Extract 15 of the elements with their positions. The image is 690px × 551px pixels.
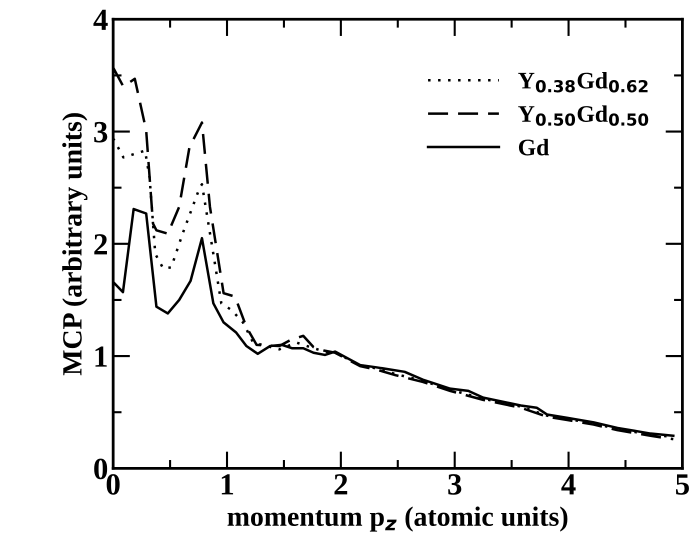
y-tick-label: 4	[93, 10, 108, 30]
y-tick-label: 2	[94, 234, 107, 254]
x-tick-label: 1	[222, 474, 234, 494]
x-tick-label: 5	[676, 474, 689, 495]
legend-label: Y$_{0.38}$Gd$_{0.62}$	[518, 72, 648, 92]
x-tick-label: 2	[334, 474, 348, 494]
legend-label: Gd	[518, 138, 550, 156]
x-tick-label: 3	[448, 474, 462, 495]
y-tick-label: 0	[94, 458, 108, 480]
y-axis-title: MCP (arbitrary units)	[62, 113, 88, 376]
y-tick-label: 3	[94, 122, 108, 142]
legend-label: Y$_{0.50}$Gd$_{0.50}$	[518, 105, 648, 126]
y-tick-label: 1	[95, 346, 107, 367]
x-tick-label: 4	[561, 474, 576, 494]
x-axis-title: momentum p$_{z}$ (atomic units)	[228, 506, 568, 532]
